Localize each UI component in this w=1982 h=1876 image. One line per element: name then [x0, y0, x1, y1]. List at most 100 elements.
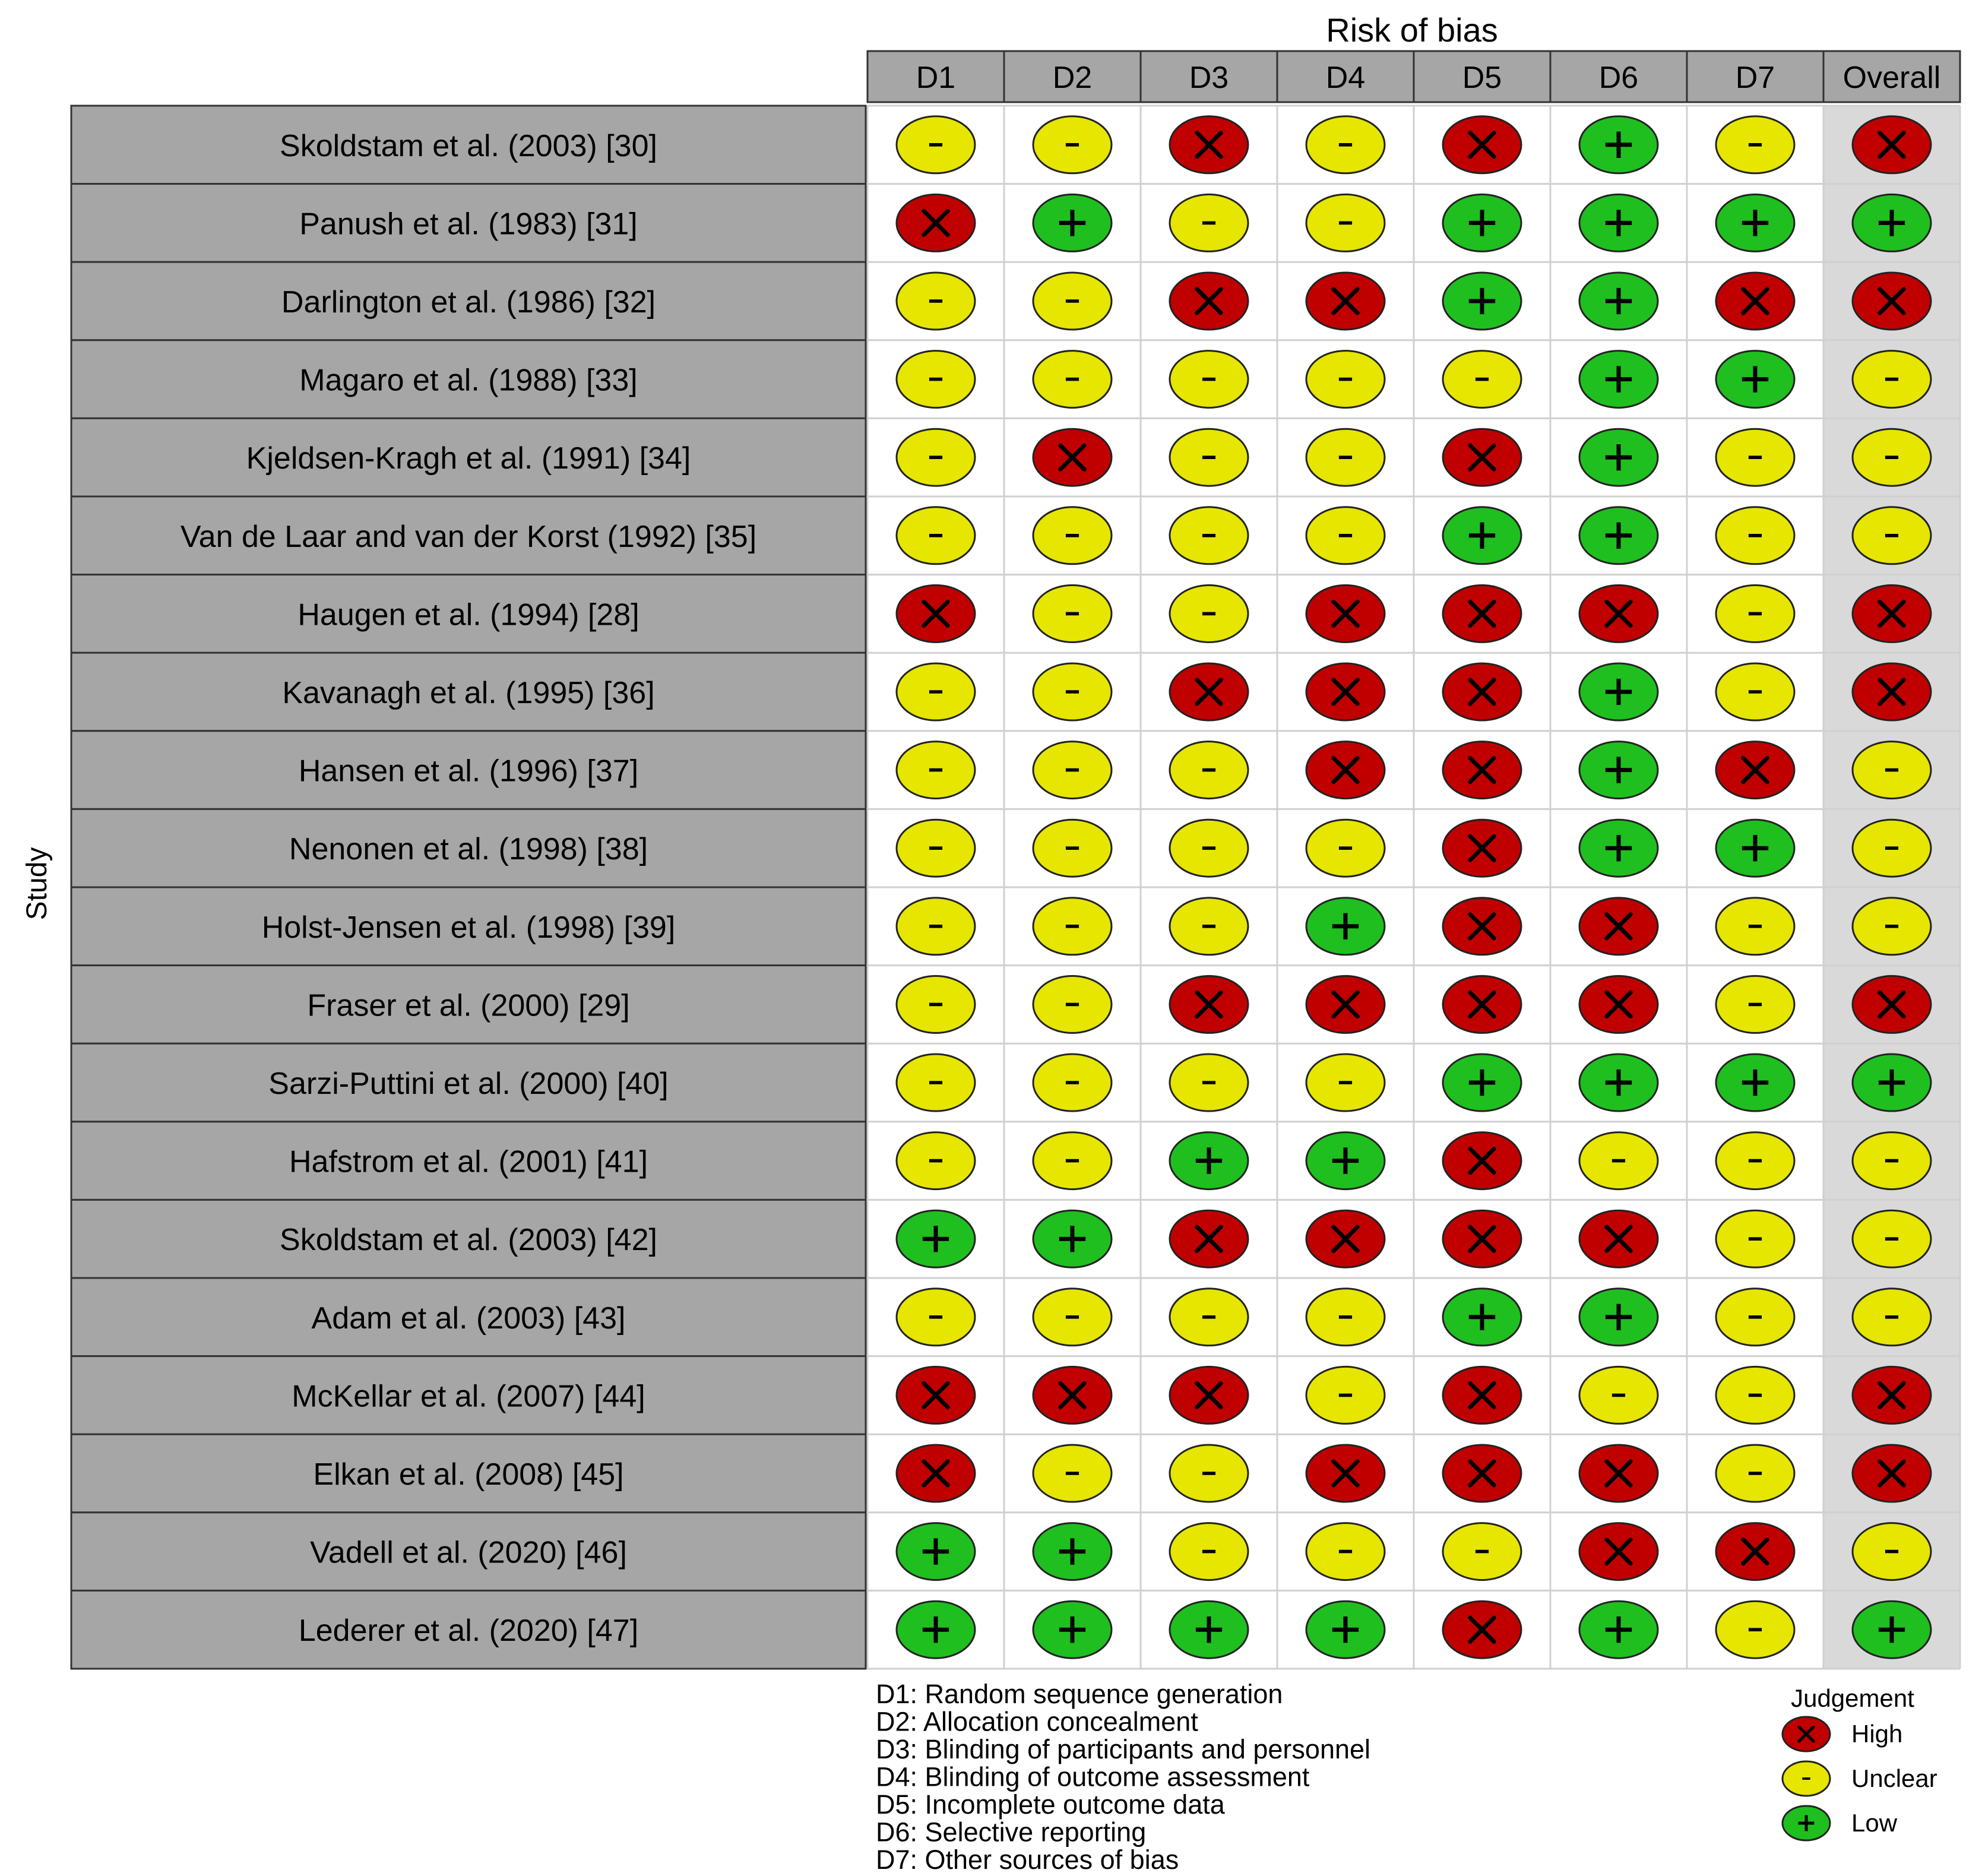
x-symbol — [1468, 1615, 1496, 1644]
x-symbol — [1468, 443, 1496, 472]
plus-symbol — [1605, 1304, 1632, 1330]
judgement-mark-unclear — [1715, 662, 1796, 722]
judgement-mark-high — [1442, 1209, 1522, 1268]
judgement-mark-unclear — [1305, 818, 1386, 878]
judgement-mark-unclear — [1032, 506, 1113, 565]
judgement-mark-high — [1442, 662, 1522, 722]
x-symbol — [922, 1381, 950, 1410]
judgement-mark-high — [895, 1365, 976, 1425]
judgement-mark-unclear — [1715, 428, 1796, 487]
study-label: Skoldstam et al. (2003) [42] — [280, 1223, 657, 1257]
judgement-mark-unclear — [895, 350, 976, 409]
plus-symbol — [1605, 444, 1632, 471]
judgement-mark-unclear — [1305, 1053, 1386, 1112]
plus-symbol — [1059, 210, 1086, 236]
judgement-mark-high — [1578, 975, 1659, 1034]
judgement-mark-unclear — [1169, 1053, 1249, 1112]
judgement-mark-unclear — [895, 662, 976, 722]
judgement-mark-unclear — [1169, 897, 1249, 956]
judgement-mark-low — [1578, 1053, 1659, 1112]
legend-title: Judgement — [1791, 1684, 1914, 1712]
judgement-mark-unclear — [1851, 350, 1932, 409]
x-symbol — [1058, 1381, 1087, 1410]
plus-symbol — [1332, 913, 1359, 939]
legend-label-unclear: Unclear — [1851, 1764, 1937, 1792]
judgement-mark-low — [1032, 1600, 1113, 1659]
judgement-mark-unclear — [1715, 1600, 1796, 1659]
judgement-marks — [895, 115, 1932, 1659]
x-symbol — [1468, 990, 1496, 1019]
domain-description: D6: Selective reporting — [876, 1817, 1146, 1847]
legend-label-low: Low — [1851, 1809, 1898, 1837]
x-symbol — [1331, 1459, 1360, 1488]
judgement-mark-unclear — [1851, 1209, 1932, 1268]
judgement-mark-unclear — [895, 1131, 976, 1191]
plus-symbol — [1742, 366, 1769, 393]
study-label: McKellar et al. (2007) [44] — [292, 1379, 645, 1413]
judgement-mark-high — [1715, 1522, 1796, 1581]
judgement-mark-low — [1578, 428, 1659, 487]
judgement-mark-unclear — [1715, 506, 1796, 565]
judgement-mark-unclear — [1851, 818, 1932, 878]
legend: Judgement High Unclear Low — [1781, 1684, 1937, 1842]
judgement-mark-high — [1305, 1444, 1386, 1503]
column-header-cell — [1686, 50, 1825, 103]
study-label-cell — [70, 261, 867, 341]
judgement-mark-high — [1442, 1600, 1522, 1659]
column-header-d3: D3 — [1189, 61, 1229, 95]
domain-description: D4: Blinding of outcome assessment — [876, 1762, 1310, 1792]
plus-symbol — [1605, 210, 1632, 236]
x-symbol — [1331, 287, 1360, 315]
plus-symbol — [1878, 210, 1905, 236]
x-symbol — [922, 599, 950, 628]
judgement-mark-high — [1851, 975, 1932, 1034]
judgement-mark-unclear — [1169, 1522, 1249, 1581]
column-header-overall: Overall — [1843, 61, 1941, 95]
study-label-cell — [70, 1511, 867, 1592]
judgement-mark-high — [1169, 975, 1249, 1034]
judgement-mark-unclear — [1305, 428, 1386, 487]
x-symbol — [1741, 287, 1769, 315]
judgement-mark-low — [1442, 1053, 1522, 1112]
judgement-mark-unclear — [1169, 1287, 1249, 1347]
judgement-mark-low — [1851, 1600, 1932, 1659]
x-symbol — [1195, 990, 1223, 1019]
judgement-mark-high — [1851, 584, 1932, 643]
judgement-mark-high — [895, 193, 976, 252]
judgement-mark-unclear — [1442, 1522, 1522, 1581]
judgement-mark-unclear — [1715, 1365, 1796, 1425]
plus-symbol — [1798, 1815, 1815, 1831]
judgement-mark-unclear — [1851, 1522, 1932, 1581]
study-label-cell — [70, 651, 867, 732]
judgement-mark-unclear — [1032, 975, 1113, 1034]
judgement-mark-low — [1715, 818, 1796, 878]
judgement-mark-unclear — [1851, 428, 1932, 487]
judgement-mark-unclear — [1169, 818, 1249, 878]
judgement-mark-high — [1442, 1131, 1522, 1191]
judgement-mark-low — [1851, 193, 1932, 252]
judgement-mark-high — [1578, 584, 1659, 643]
x-symbol — [1468, 678, 1496, 706]
judgement-mark-low — [1442, 193, 1522, 252]
plus-symbol — [1059, 1616, 1086, 1643]
judgement-mark-low — [1032, 193, 1113, 252]
column-header-cell — [1822, 50, 1961, 103]
judgement-mark-high — [1851, 115, 1932, 175]
x-symbol — [922, 1459, 950, 1488]
judgement-mark-unclear — [1169, 506, 1249, 565]
plus-symbol — [1605, 287, 1632, 315]
judgement-mark-low — [1578, 271, 1659, 331]
judgement-mark-unclear — [1305, 1365, 1386, 1425]
domain-description: D2: Allocation concealment — [876, 1707, 1198, 1737]
x-symbol — [1877, 1459, 1906, 1488]
judgement-mark-high — [1781, 1716, 1831, 1752]
x-symbol — [1468, 912, 1496, 941]
judgement-mark-unclear — [1305, 193, 1386, 252]
plus-symbol — [1605, 131, 1632, 158]
x-symbol — [1877, 599, 1906, 628]
judgement-mark-unclear — [1169, 428, 1249, 487]
y-axis-label: Study — [21, 847, 53, 920]
judgement-mark-low — [1851, 1053, 1932, 1112]
judgement-mark-high — [1578, 897, 1659, 956]
x-symbol — [1468, 1146, 1496, 1175]
